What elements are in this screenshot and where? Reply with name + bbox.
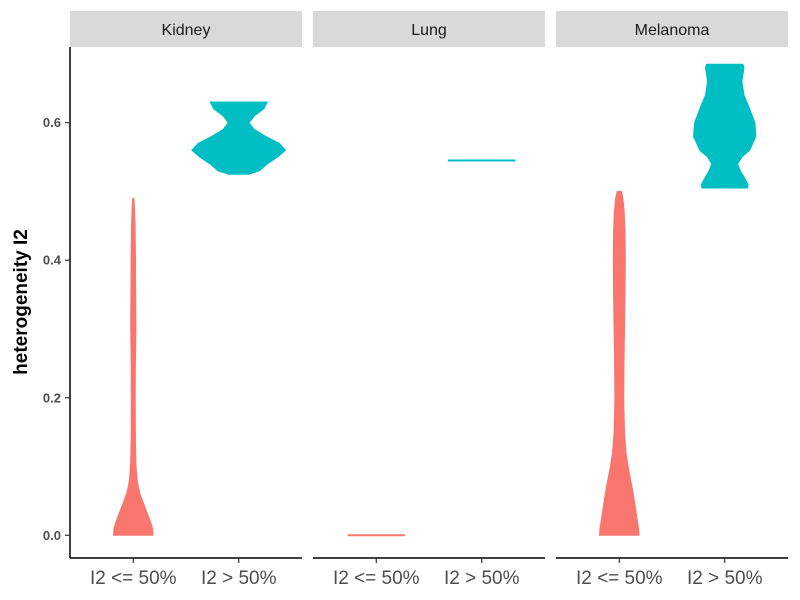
facet-strip: [70, 11, 302, 47]
facet-strip: [556, 11, 788, 47]
panel-kidney: Kidney I2 <= 50% I2 > 50%: [70, 11, 302, 589]
y-tick-label: 0.2: [43, 390, 61, 405]
facet-strip-label: Lung: [411, 22, 447, 39]
facet-strip-label: Kidney: [162, 22, 211, 39]
violin-high: [191, 101, 286, 175]
x-tick-label: I2 > 50%: [687, 568, 763, 589]
x-tick-label: I2 <= 50%: [333, 568, 420, 589]
x-tick-label: I2 <= 50%: [576, 568, 663, 589]
panel-lung: Lung I2 <= 50% I2 > 50%: [313, 11, 545, 589]
violin-high: [693, 63, 757, 189]
y-tick-label: 0.0: [43, 528, 61, 543]
violin-low: [113, 197, 154, 536]
y-axis-label: heterogeneity I2: [11, 229, 32, 375]
x-tick-label: I2 <= 50%: [90, 568, 177, 589]
x-tick-label: I2 > 50%: [444, 568, 520, 589]
y-tick-label: 0.6: [43, 115, 61, 130]
y-tick-label: 0.4: [43, 253, 62, 268]
x-tick-label: I2 > 50%: [201, 568, 277, 589]
panels: Kidney I2 <= 50% I2 > 50% Lung I2 <= 50% I2 >…: [70, 11, 788, 589]
facet-strip-label: Melanoma: [635, 22, 710, 39]
panel-melanoma: Melanoma I2 <= 50% I2 > 50%: [556, 11, 788, 589]
violin-low: [599, 190, 640, 536]
facet-strip: [313, 11, 545, 47]
y-axis: 0.0 0.2 0.4 0.6: [43, 47, 71, 558]
